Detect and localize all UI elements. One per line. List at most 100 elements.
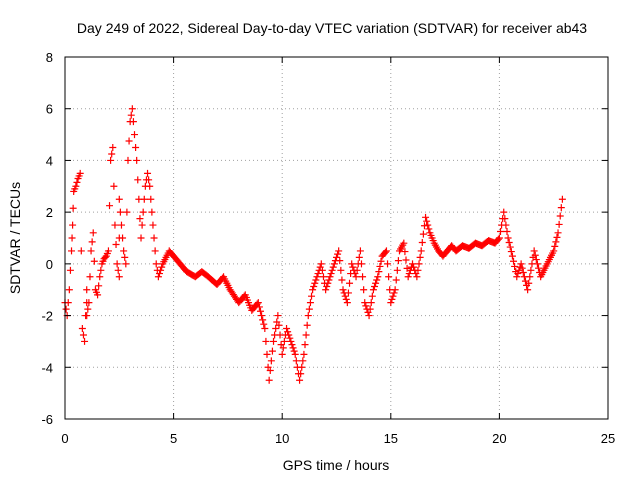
x-tick-label: 25 [601, 431, 615, 446]
data-point [348, 260, 356, 268]
data-point [73, 178, 81, 186]
data-point [267, 357, 275, 365]
data-point [287, 337, 295, 345]
data-point [339, 286, 347, 294]
data-point [154, 273, 162, 281]
data-point [517, 260, 525, 268]
data-point [62, 305, 70, 313]
data-point [145, 176, 153, 184]
data-point [272, 325, 280, 332]
data-point [155, 270, 163, 278]
data-point [299, 357, 307, 365]
data-point [138, 221, 146, 229]
data-point [285, 331, 293, 339]
data-point [352, 273, 360, 281]
data-point [149, 221, 157, 229]
data-point [417, 247, 425, 255]
data-point [341, 292, 349, 300]
data-point [392, 276, 400, 284]
data-point [158, 263, 166, 271]
data-point [390, 289, 398, 297]
data-point [310, 282, 318, 290]
data-point [359, 273, 367, 281]
data-point [133, 156, 141, 164]
data-point [260, 320, 268, 328]
plot-frame [64, 56, 609, 420]
data-point [531, 251, 539, 259]
data-point [420, 222, 428, 230]
data-point [289, 344, 297, 352]
data-point [134, 176, 142, 184]
y-tick-label: 0 [46, 257, 53, 272]
data-point [401, 248, 409, 256]
data-point [558, 195, 566, 203]
data-point [255, 303, 263, 311]
data-point [402, 256, 410, 264]
data-point [113, 260, 121, 268]
data-point [323, 282, 331, 290]
x-tick-labels: 0 5 10 15 20 25 [61, 431, 615, 446]
data-point [110, 182, 118, 190]
data-point [83, 312, 91, 320]
x-tick-label: 20 [492, 431, 506, 446]
data-point [283, 325, 291, 332]
data-point [377, 257, 385, 265]
data-point [346, 279, 354, 287]
x-tick-label: 5 [170, 431, 177, 446]
data-point [305, 305, 313, 313]
data-point [104, 247, 112, 255]
data-point [502, 221, 510, 229]
data-point [79, 331, 87, 339]
data-point [254, 299, 262, 307]
data-point [526, 273, 534, 281]
data-point [106, 202, 114, 210]
data-point [319, 273, 327, 281]
data-point [317, 260, 325, 268]
data-point [300, 350, 308, 358]
data-point [268, 347, 276, 355]
data-point [132, 144, 140, 151]
data-point [550, 247, 558, 255]
data-point [83, 286, 91, 294]
data-point [353, 266, 361, 274]
data-point [553, 233, 561, 241]
data-point [311, 279, 319, 287]
data-point [326, 273, 334, 281]
data-point [525, 279, 533, 287]
data-point [151, 247, 159, 255]
data-point [137, 234, 145, 242]
data-point [410, 263, 418, 271]
data-point [121, 253, 129, 261]
data-point [296, 376, 304, 384]
data-point [361, 299, 369, 307]
data-point [414, 266, 422, 274]
data-point [78, 325, 86, 332]
data-point [500, 208, 508, 216]
data-point [77, 247, 85, 255]
data-point [69, 221, 77, 229]
data-point [362, 302, 370, 310]
data-point [554, 229, 562, 237]
data-point [95, 282, 103, 290]
data-point [304, 312, 312, 320]
data-point [325, 276, 333, 284]
grid [65, 57, 608, 419]
data-point [112, 240, 120, 248]
data-point [120, 247, 128, 255]
data-point [266, 367, 274, 375]
data-point [330, 260, 338, 268]
x-tick-label: 10 [275, 431, 289, 446]
data-point [125, 137, 133, 145]
data-point [400, 239, 408, 247]
data-point [366, 305, 374, 313]
data-point [88, 238, 96, 246]
data-point [136, 215, 144, 223]
data-point [147, 195, 155, 203]
data-point [504, 234, 512, 242]
data-point [306, 299, 314, 307]
data-point [309, 286, 317, 294]
data-point [85, 299, 93, 307]
data-point [343, 299, 351, 307]
data-point [327, 270, 335, 278]
